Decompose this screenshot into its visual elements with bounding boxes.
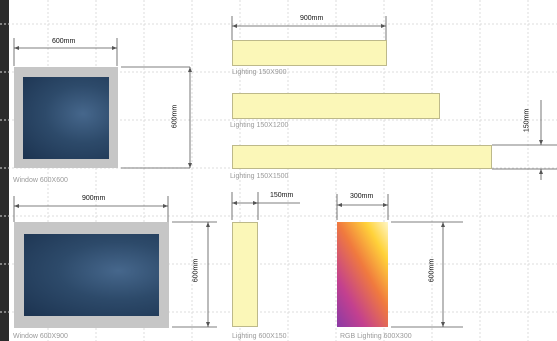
lighting-600x150-width-label: 150mm — [270, 192, 294, 199]
rgb-lighting-panel — [337, 222, 388, 327]
window-600x900-caption: Window 600X900 — [13, 333, 68, 340]
lighting-150x1500-caption: Lighting 150X1500 — [230, 173, 289, 180]
lighting-150x1500-height-label: 150mm — [523, 108, 531, 133]
window-600x600-width-label: 600mm — [52, 38, 76, 45]
rgb-lighting-caption: RGB Lighting 600X300 — [340, 333, 412, 340]
rgb-lighting-height-label: 600mm — [428, 258, 436, 283]
window-600x900-height-label: 600mm — [192, 258, 200, 283]
lighting-150x900-panel — [232, 40, 387, 66]
lighting-600x150-caption: Lighting 600X150 — [232, 333, 287, 340]
lighting-150x1500-panel — [232, 145, 492, 169]
left-edge-strip — [0, 0, 9, 341]
lighting-600x150-panel — [232, 222, 258, 327]
lighting-150x1200-caption: Lighting 150X1200 — [230, 122, 289, 129]
lighting-150x900-width-label: 900mm — [300, 15, 324, 22]
window-600x900-width-label: 900mm — [82, 195, 106, 202]
window-600x600-frame — [14, 67, 118, 168]
window-600x600-caption: Window 600X600 — [13, 177, 68, 184]
window-600x600-height-label: 600mm — [171, 104, 179, 129]
rgb-lighting-width-label: 300mm — [350, 193, 374, 200]
window-600x900-frame — [14, 222, 169, 328]
window-600x900-glass — [24, 234, 159, 316]
window-600x600-glass — [23, 77, 109, 159]
lighting-150x1200-panel — [232, 93, 440, 119]
lighting-150x900-caption: Lighting 150X900 — [232, 69, 287, 76]
